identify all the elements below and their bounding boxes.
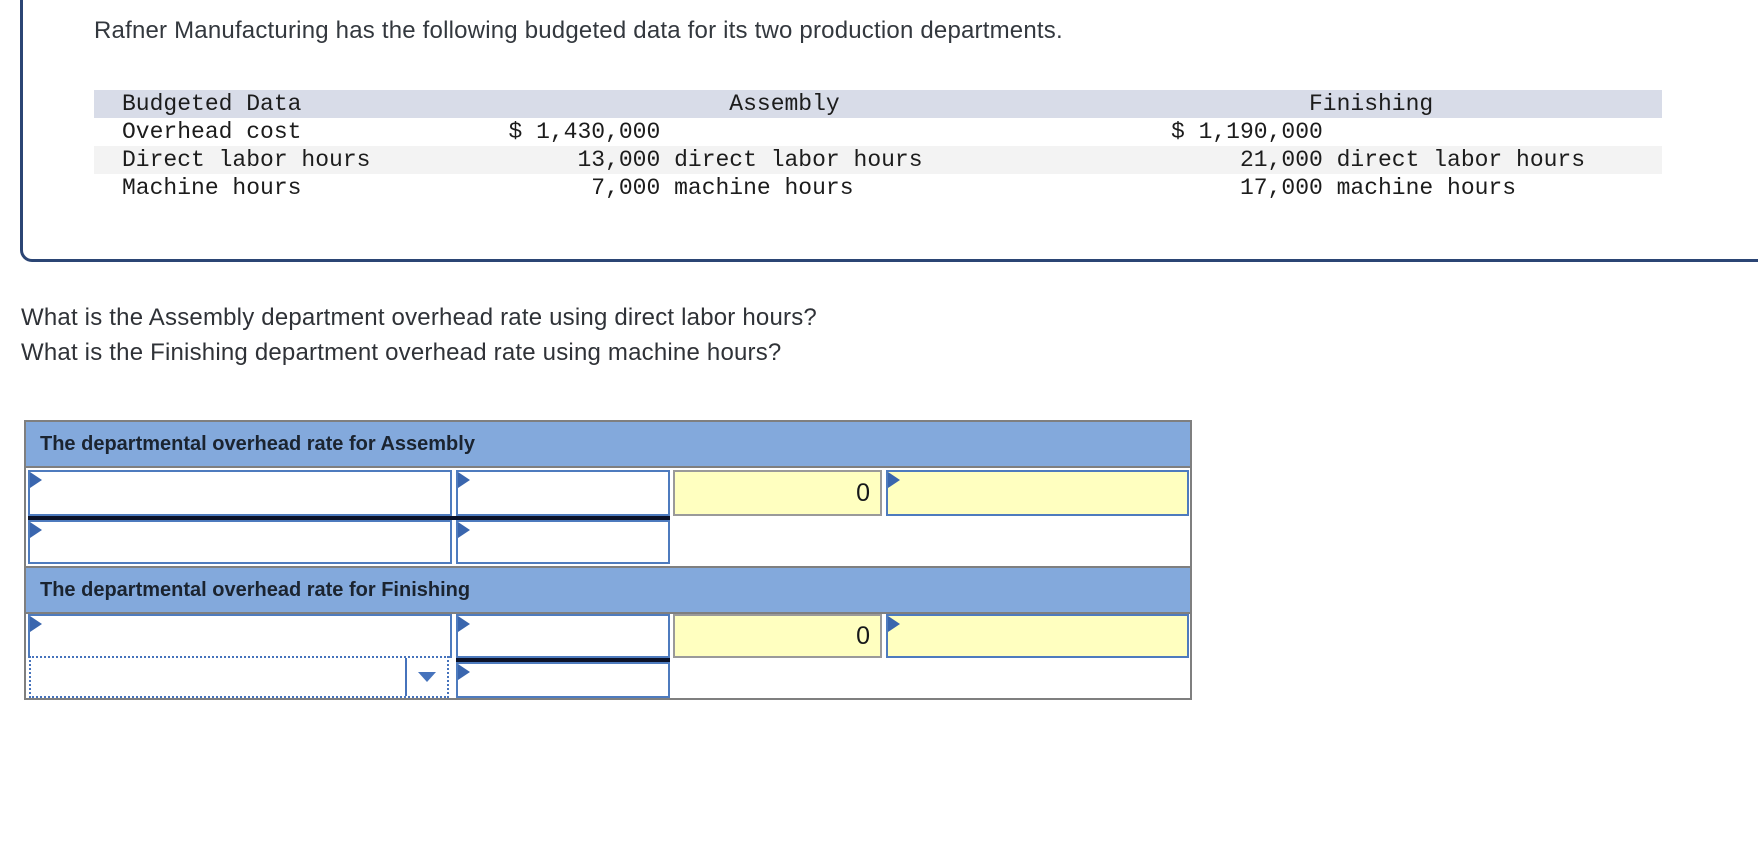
problem-card xyxy=(20,0,1758,262)
chevron-down-icon[interactable] xyxy=(418,672,436,682)
answer-table: The departmental overhead rate for Assem… xyxy=(24,420,1192,700)
assembly-rate-result-cell: 0 xyxy=(673,470,882,516)
assembly-denominator-label-input[interactable] xyxy=(28,520,452,564)
finishing-section-header: The departmental overhead rate for Finis… xyxy=(26,566,1190,614)
question-line-finishing: What is the Finishing department overhea… xyxy=(21,339,782,366)
budget-row-direct-labor-hours: Direct labor hours 13,000 direct labor h… xyxy=(94,146,1662,174)
finishing-numerator-value-input[interactable] xyxy=(456,614,670,658)
budget-row-machine-hours: Machine hours 7,000 machine hours 17,000… xyxy=(122,175,1517,201)
finishing-fraction-bar xyxy=(456,658,670,662)
question-text: What is the Assembly department overhead… xyxy=(21,300,817,370)
budget-row-overhead-cost: Overhead cost $ 1,430,000 $ 1,190,000 xyxy=(122,119,1323,145)
assembly-denominator-value-input[interactable] xyxy=(456,520,670,564)
dropdown-divider xyxy=(405,658,407,696)
assembly-numerator-value-input[interactable] xyxy=(456,470,670,516)
question-line-assembly: What is the Assembly department overhead… xyxy=(21,304,817,331)
finishing-denominator-value-input[interactable] xyxy=(456,662,670,698)
answer-flag-icon xyxy=(888,616,900,632)
answer-flag-icon xyxy=(458,522,470,538)
answer-flag-icon xyxy=(30,616,42,632)
assembly-fraction-bar xyxy=(28,516,670,520)
answer-flag-icon xyxy=(30,472,42,488)
assembly-section-header: The departmental overhead rate for Assem… xyxy=(26,422,1190,468)
assembly-rate-unit-input[interactable] xyxy=(886,470,1189,516)
answer-flag-icon xyxy=(888,472,900,488)
finishing-rate-result-cell: 0 xyxy=(673,614,882,658)
answer-flag-icon xyxy=(458,472,470,488)
budgeted-data-table: Budgeted Data Assembly Finishing Overhea… xyxy=(94,90,1662,202)
assembly-numerator-label-input[interactable] xyxy=(28,470,452,516)
finishing-rate-unit-input[interactable] xyxy=(886,614,1189,658)
finishing-denominator-dropdown[interactable] xyxy=(29,656,449,698)
problem-intro-text: Rafner Manufacturing has the following b… xyxy=(94,17,1063,44)
budget-table-header-row: Budgeted Data Assembly Finishing xyxy=(94,90,1662,118)
answer-flag-icon xyxy=(458,664,470,680)
finishing-numerator-label-input[interactable] xyxy=(28,614,452,658)
answer-flag-icon xyxy=(458,616,470,632)
answer-flag-icon xyxy=(30,522,42,538)
